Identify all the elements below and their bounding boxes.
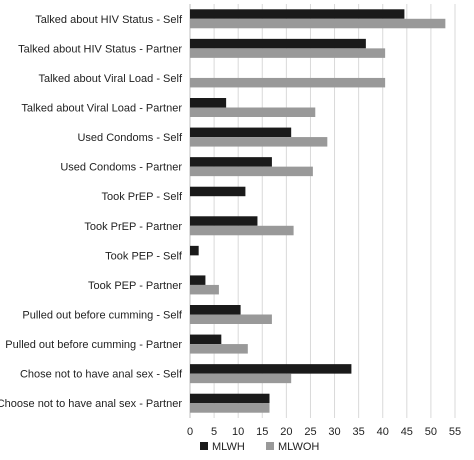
x-tick-label: 55 (449, 426, 461, 438)
bar-mlwoh-3 (190, 107, 316, 117)
category-label: Took PEP - Self (105, 250, 183, 262)
category-label: Talked about HIV Status - Self (35, 14, 183, 26)
bar-mlwoh-7 (190, 225, 294, 236)
category-label: Choose not to have anal sex - Partner (0, 398, 182, 410)
bar-mlwh-13 (190, 393, 270, 404)
category-labels: Talked about HIV Status - Self Talked abo… (0, 14, 183, 410)
legend: MLWH MLWOH (200, 441, 319, 453)
x-tick-label: 0 (187, 426, 193, 438)
bar-mlwoh-10 (190, 314, 272, 324)
category-label: Pulled out before cumming - Partner (5, 339, 182, 351)
x-tick-label: 15 (256, 426, 268, 438)
bar-mlwh-4 (190, 127, 292, 138)
x-tick-label: 25 (304, 426, 316, 438)
category-label: Took PrEP - Self (102, 191, 183, 203)
bar-mlwh-12 (190, 364, 352, 374)
x-tick-label: 50 (425, 426, 437, 438)
bar-mlwh-3 (190, 98, 227, 108)
x-tick-label: 40 (377, 426, 389, 438)
bar-mlwh-10 (190, 305, 241, 315)
legend-swatch-mlwh (200, 442, 208, 450)
bar-mlwoh-2 (190, 77, 386, 88)
category-label: Talked about Viral Load - Partner (21, 103, 182, 115)
category-label: Used Condoms - Partner (60, 162, 182, 174)
legend-label-mlwoh: MLWOH (278, 441, 319, 453)
category-label: Talked about Viral Load - Self (39, 73, 183, 85)
bar-mlwoh-11 (190, 344, 248, 354)
x-tick-label: 20 (280, 426, 292, 438)
x-tick-label: 30 (328, 426, 340, 438)
x-tick-label: 45 (401, 426, 413, 438)
bar-mlwoh-13 (190, 403, 270, 413)
x-tick-label: 35 (353, 426, 365, 438)
category-label: Talked about HIV Status - Partner (18, 43, 182, 55)
bar-mlwh-0 (190, 9, 405, 19)
bar-mlwh-9 (190, 275, 206, 285)
bar-mlwh-11 (190, 334, 222, 345)
x-axis-tick-labels: 0 5 10 15 20 25 30 35 40 45 50 55 (187, 426, 461, 438)
bar-mlwh-7 (190, 216, 258, 226)
bar-mlwh-8 (190, 245, 199, 256)
bar-mlwoh-12 (190, 373, 292, 384)
legend-label-mlwh: MLWH (212, 441, 245, 453)
category-label: Used Condoms - Self (77, 132, 182, 144)
category-label: Chose not to have anal sex - Self (20, 369, 183, 381)
bar-mlwoh-4 (190, 137, 328, 147)
x-tick-label: 10 (232, 426, 244, 438)
bar-mlwoh-5 (190, 166, 313, 177)
grid-lines (189, 4, 456, 418)
bar-mlwoh-0 (190, 18, 446, 29)
bar-mlwoh-9 (190, 284, 219, 295)
category-label: Took PEP - Partner (88, 280, 182, 292)
x-tick-label: 5 (211, 426, 217, 438)
bar-mlwh-5 (190, 157, 272, 167)
category-label: Took PrEP - Partner (84, 221, 182, 233)
category-label: Pulled out before cumming - Self (22, 310, 183, 322)
bar-mlwh-1 (190, 38, 366, 49)
legend-swatch-mlwoh (266, 442, 274, 450)
bar-mlwoh-1 (190, 48, 386, 58)
bars (190, 9, 446, 413)
bar-mlwh-6 (190, 186, 246, 197)
